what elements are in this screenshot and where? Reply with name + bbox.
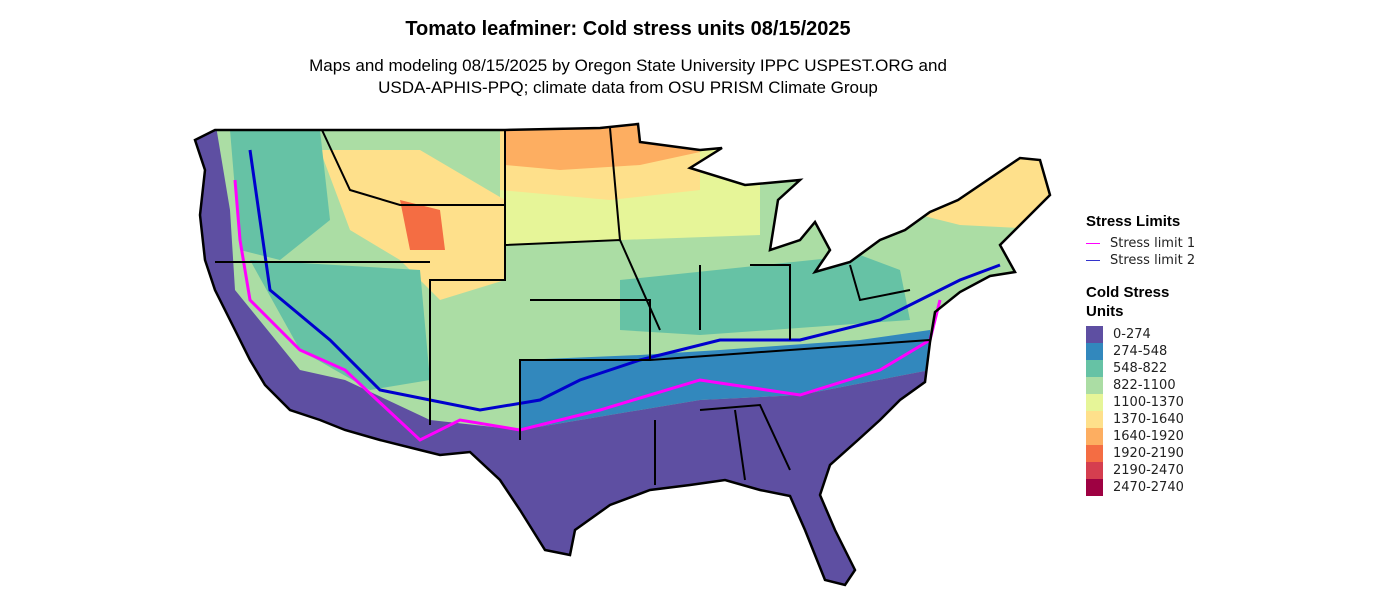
northwest-548-822-area	[230, 130, 330, 260]
color-swatch	[1086, 343, 1103, 360]
subtitle-line-1: Maps and modeling 08/15/2025 by Oregon S…	[309, 56, 947, 75]
legend-class-item: 0-274	[1086, 326, 1184, 343]
stress-limit-2-line	[248, 149, 1001, 412]
stress-limit-lines	[233, 149, 1001, 442]
state-border	[849, 264, 911, 302]
legend-class-item: 822-1100	[1086, 377, 1184, 394]
legend-class-item: 548-822	[1086, 360, 1184, 377]
stress-legend-title: Stress Limits	[1086, 213, 1181, 230]
class-label: 822-1100	[1113, 378, 1176, 393]
magenta-line-key	[1086, 243, 1100, 244]
class-274-548-area	[520, 330, 930, 430]
legend-class-item: 274-548	[1086, 343, 1184, 360]
color-swatch	[1086, 394, 1103, 411]
legend-class-item: 2190-2470	[1086, 462, 1184, 479]
class-548-822-area	[620, 255, 910, 335]
state-borders	[215, 127, 931, 485]
state-border	[609, 127, 621, 241]
state-border	[649, 339, 931, 361]
legend-item-stress-limit-1: Stress limit 1	[1086, 235, 1195, 252]
map-subtitle: Maps and modeling 08/15/2025 by Oregon S…	[0, 55, 1256, 99]
legend-class-item: 1920-2190	[1086, 445, 1184, 462]
class-label: 2470-2740	[1113, 480, 1184, 495]
class-label: 2190-2470	[1113, 463, 1184, 478]
state-border	[654, 403, 791, 485]
state-border	[321, 129, 505, 206]
color-swatch	[1086, 428, 1103, 445]
class-1920-2190-area	[400, 200, 445, 250]
color-swatch	[1086, 326, 1103, 343]
class-label: 1100-1370	[1113, 395, 1184, 410]
units-legend-title: Cold Stress Units	[1086, 284, 1170, 320]
class-label: 274-548	[1113, 344, 1168, 359]
southwest-548-822-area	[250, 260, 430, 390]
legend-item-stress-limit-2: Stress limit 2	[1086, 252, 1195, 269]
state-border	[429, 130, 506, 425]
color-swatch	[1086, 377, 1103, 394]
state-border	[699, 264, 791, 340]
class-label: 0-274	[1113, 327, 1151, 342]
color-swatch	[1086, 360, 1103, 377]
legend-class-item: 1370-1640	[1086, 411, 1184, 428]
subtitle-line-2: USDA-APHIS-PPQ; climate data from OSU PR…	[378, 78, 878, 97]
color-swatch	[1086, 411, 1103, 428]
class-label: 1370-1640	[1113, 412, 1184, 427]
color-swatch	[1086, 462, 1103, 479]
legend-classes: 0-274 274-548 548-822 822-1100 1100-1370 1370…	[1086, 326, 1184, 496]
cold-stress-legend: Cold Stress Units 0-274 274-548 548-822 822…	[1086, 283, 1184, 496]
stress-limit-1-line	[233, 179, 942, 442]
class-label: 1920-2190	[1113, 446, 1184, 461]
us-map	[193, 122, 1052, 587]
stress-limits-legend: Stress Limits Stress limit 1 Stress limi…	[1086, 212, 1195, 269]
legend-class-item: 1100-1370	[1086, 394, 1184, 411]
blue-line-key	[1086, 260, 1100, 261]
class-label: 1640-1920	[1113, 429, 1184, 444]
map-title: Tomato leafminer: Cold stress units 08/1…	[405, 18, 851, 40]
legend-class-item: 2470-2740	[1086, 479, 1184, 496]
class-label: 548-822	[1113, 361, 1168, 376]
color-swatch	[1086, 445, 1103, 462]
legend-class-item: 1640-1920	[1086, 428, 1184, 445]
cold-stress-raster	[195, 124, 1050, 585]
color-swatch	[1086, 479, 1103, 496]
